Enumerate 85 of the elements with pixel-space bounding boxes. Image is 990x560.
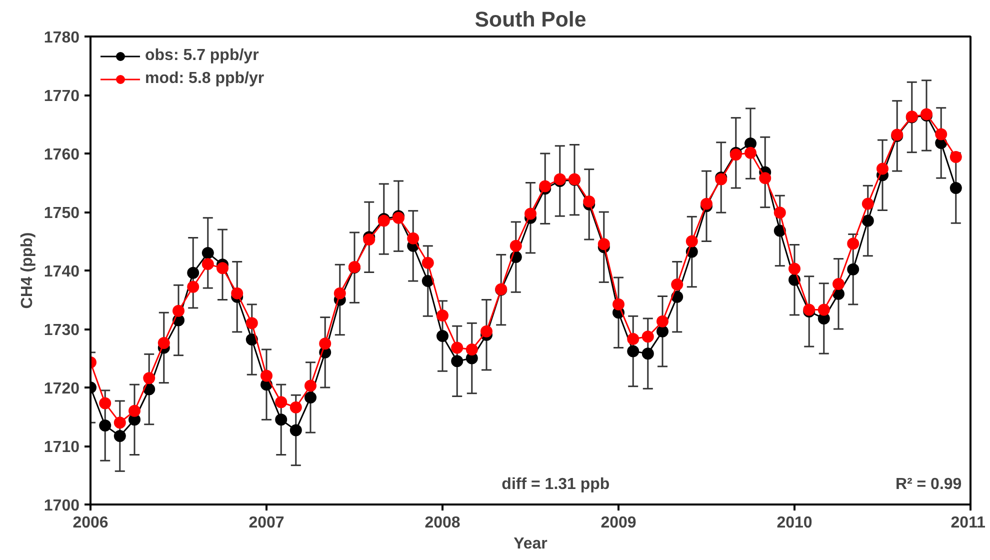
point (788, 262, 800, 275)
y-tick-label: 1780 (44, 30, 80, 46)
point (275, 414, 288, 426)
point (451, 355, 464, 368)
annotation: diff = 1.31 ppb (502, 476, 610, 493)
point (304, 391, 316, 404)
point (818, 304, 830, 316)
point (935, 128, 948, 140)
point (774, 206, 786, 219)
point (480, 325, 492, 338)
point (158, 337, 170, 350)
point (290, 401, 302, 414)
point (700, 198, 712, 210)
point (671, 278, 684, 291)
point (847, 238, 860, 250)
point (876, 162, 888, 175)
point (99, 397, 112, 410)
point (187, 280, 200, 293)
y-tick-label: 1720 (44, 380, 80, 398)
y-tick-label: 1750 (44, 205, 80, 222)
point (451, 342, 464, 354)
point (583, 195, 596, 208)
x-tick-label: 2009 (600, 514, 636, 532)
point (686, 235, 698, 248)
point (128, 404, 140, 417)
y-tick-label: 1770 (44, 88, 80, 105)
point (759, 172, 772, 184)
x-tick-label: 2007 (248, 514, 284, 532)
legend-label: mod: 5.8 ppb/yr (145, 70, 264, 88)
point (627, 345, 640, 358)
point (436, 310, 448, 322)
point (334, 287, 346, 300)
point (407, 232, 420, 244)
point (539, 180, 552, 192)
y-tick-label: 1740 (44, 264, 80, 280)
point (363, 234, 376, 246)
point (290, 424, 302, 436)
point (202, 258, 214, 270)
point (172, 304, 184, 317)
y-tick-label: 1730 (44, 322, 80, 339)
point (847, 263, 860, 276)
point (524, 208, 536, 220)
point (862, 198, 874, 210)
point (216, 262, 228, 274)
point (436, 330, 448, 342)
annotation: R² = 0.99 (895, 476, 962, 493)
point (510, 240, 522, 252)
point (862, 214, 874, 227)
y-tick-label: 1700 (44, 498, 80, 514)
point (950, 151, 962, 163)
legend-label: obs: 5.7 ppb/yr (145, 47, 259, 65)
point (466, 343, 478, 356)
y-axis-title: CH4 (ppb) (18, 232, 36, 309)
x-tick-label: 2011 (950, 514, 986, 532)
point (422, 275, 434, 288)
point (99, 420, 112, 432)
point (642, 348, 654, 360)
point (950, 182, 962, 194)
point (202, 246, 214, 259)
point (598, 238, 610, 250)
y-tick-label: 1710 (44, 439, 80, 456)
point (275, 396, 288, 408)
point (744, 146, 756, 159)
point (656, 325, 668, 338)
x-tick-label: 2006 (72, 514, 108, 532)
point (143, 372, 156, 384)
point (187, 266, 200, 279)
point (114, 430, 126, 442)
point (114, 416, 126, 429)
point (422, 256, 434, 269)
point (612, 298, 624, 310)
x-tick-label: 2010 (776, 514, 812, 532)
x-tick-label: 2008 (424, 514, 460, 532)
point (656, 315, 668, 328)
point (627, 332, 640, 345)
point (231, 287, 244, 300)
point (260, 370, 272, 382)
x-axis-title: Year (514, 536, 548, 552)
point (246, 317, 258, 330)
y-tick-label: 1760 (44, 146, 80, 164)
chart-title: South Pole (474, 8, 586, 32)
point (319, 338, 332, 350)
point (304, 380, 316, 392)
point (832, 278, 844, 290)
point (642, 330, 654, 343)
